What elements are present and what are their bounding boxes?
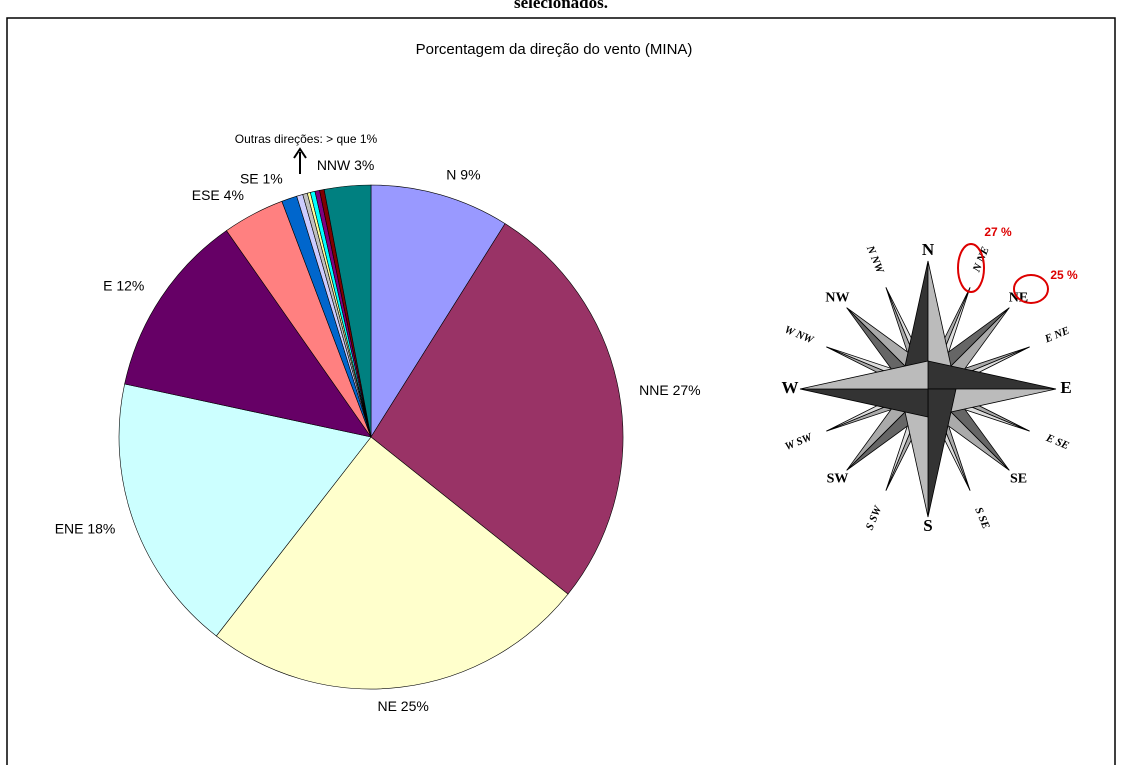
data-label: ENE 18%	[55, 521, 116, 537]
data-label: N 9%	[446, 166, 480, 182]
data-label: NNW 3%	[317, 157, 375, 173]
data-label: ESE 4%	[192, 187, 244, 203]
compass-label: E	[1060, 378, 1071, 397]
chart-title: Porcentagem da direção do vento (MINA)	[416, 41, 693, 58]
page: selecionados. Porcentagem da direção do …	[0, 0, 1122, 765]
compass-label: NW	[825, 291, 849, 306]
compass-label: SW	[827, 472, 849, 487]
data-label: NE 25%	[377, 698, 428, 714]
highlight-label: 27 %	[984, 225, 1012, 239]
compass-label: W	[782, 378, 799, 397]
highlight-label: 25 %	[1050, 268, 1078, 282]
data-label: E 12%	[103, 277, 144, 293]
annotation: Outras direções: > que 1%	[235, 132, 378, 146]
header-text: selecionados.	[514, 0, 608, 12]
compass-label: S	[923, 516, 932, 535]
compass-label: SE	[1010, 472, 1027, 487]
data-label: SE 1%	[240, 170, 283, 186]
compass-label: N	[922, 240, 935, 259]
data-label: NNE 27%	[639, 382, 700, 398]
